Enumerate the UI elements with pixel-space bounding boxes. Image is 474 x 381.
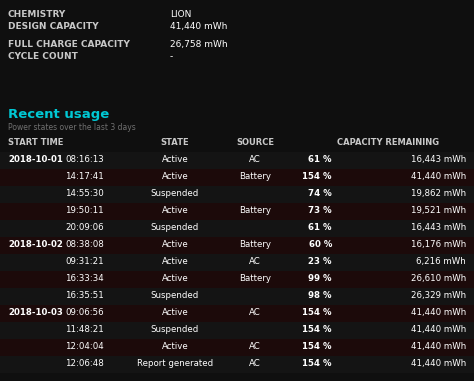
Text: 16,443 mWh: 16,443 mWh <box>411 223 466 232</box>
Text: 41,440 mWh: 41,440 mWh <box>411 325 466 334</box>
Text: 61 %: 61 % <box>309 155 332 164</box>
Text: 12:06:48: 12:06:48 <box>65 359 104 368</box>
Text: 26,610 mWh: 26,610 mWh <box>411 274 466 283</box>
Text: AC: AC <box>249 359 261 368</box>
Text: 98 %: 98 % <box>309 291 332 300</box>
Text: Active: Active <box>162 206 188 215</box>
Text: STATE: STATE <box>161 138 189 147</box>
Text: CHEMISTRY: CHEMISTRY <box>8 10 66 19</box>
Text: Battery: Battery <box>239 206 271 215</box>
Bar <box>0 203 474 220</box>
Text: 09:06:56: 09:06:56 <box>65 308 104 317</box>
Text: Active: Active <box>162 257 188 266</box>
Bar <box>0 186 474 203</box>
Text: 16,176 mWh: 16,176 mWh <box>411 240 466 249</box>
Text: 41,440 mWh: 41,440 mWh <box>411 308 466 317</box>
Text: 14:55:30: 14:55:30 <box>65 189 104 198</box>
Text: 16:35:51: 16:35:51 <box>65 291 104 300</box>
Text: Suspended: Suspended <box>151 291 199 300</box>
Text: 41,440 mWh: 41,440 mWh <box>411 172 466 181</box>
Text: START TIME: START TIME <box>8 138 64 147</box>
Text: 12:04:04: 12:04:04 <box>65 342 104 351</box>
Text: Battery: Battery <box>239 172 271 181</box>
Bar <box>0 152 474 169</box>
Text: Active: Active <box>162 274 188 283</box>
Text: -: - <box>170 52 173 61</box>
Text: 26,329 mWh: 26,329 mWh <box>411 291 466 300</box>
Text: DESIGN CAPACITY: DESIGN CAPACITY <box>8 22 99 31</box>
Text: Report generated: Report generated <box>137 359 213 368</box>
Text: 154 %: 154 % <box>302 342 332 351</box>
Bar <box>0 305 474 322</box>
Bar <box>0 288 474 305</box>
Text: 14:17:41: 14:17:41 <box>65 172 104 181</box>
Bar <box>0 254 474 271</box>
Text: AC: AC <box>249 308 261 317</box>
Bar <box>0 356 474 373</box>
Text: 26,758 mWh: 26,758 mWh <box>170 40 228 49</box>
Bar <box>0 220 474 237</box>
Text: AC: AC <box>249 257 261 266</box>
Text: 154 %: 154 % <box>302 172 332 181</box>
Text: 19,521 mWh: 19,521 mWh <box>411 206 466 215</box>
Text: Power states over the last 3 days: Power states over the last 3 days <box>8 123 136 132</box>
Bar <box>0 169 474 186</box>
Text: 74 %: 74 % <box>308 189 332 198</box>
Text: 20:09:06: 20:09:06 <box>65 223 104 232</box>
Text: Active: Active <box>162 308 188 317</box>
Text: AC: AC <box>249 155 261 164</box>
Text: 11:48:21: 11:48:21 <box>65 325 104 334</box>
Text: Battery: Battery <box>239 274 271 283</box>
Text: 2018-10-01: 2018-10-01 <box>8 155 63 164</box>
Text: 154 %: 154 % <box>302 325 332 334</box>
Text: 19,862 mWh: 19,862 mWh <box>411 189 466 198</box>
Text: 41,440 mWh: 41,440 mWh <box>411 359 466 368</box>
Text: LION: LION <box>170 10 191 19</box>
Text: AC: AC <box>249 342 261 351</box>
Text: 99 %: 99 % <box>309 274 332 283</box>
Text: 154 %: 154 % <box>302 308 332 317</box>
Text: Active: Active <box>162 172 188 181</box>
Text: 41,440 mWh: 41,440 mWh <box>170 22 228 31</box>
Text: 60 %: 60 % <box>309 240 332 249</box>
Bar <box>0 271 474 288</box>
Text: 16,443 mWh: 16,443 mWh <box>411 155 466 164</box>
Text: Recent usage: Recent usage <box>8 108 109 121</box>
Text: 23 %: 23 % <box>309 257 332 266</box>
Text: 73 %: 73 % <box>309 206 332 215</box>
Text: 2018-10-03: 2018-10-03 <box>8 308 63 317</box>
Text: Suspended: Suspended <box>151 325 199 334</box>
Text: CAPACITY REMAINING: CAPACITY REMAINING <box>337 138 439 147</box>
Text: Suspended: Suspended <box>151 223 199 232</box>
Text: 09:31:21: 09:31:21 <box>65 257 104 266</box>
Text: 154 %: 154 % <box>302 359 332 368</box>
Text: SOURCE: SOURCE <box>236 138 274 147</box>
Text: Battery: Battery <box>239 240 271 249</box>
Text: 16:33:34: 16:33:34 <box>65 274 104 283</box>
Text: 08:16:13: 08:16:13 <box>65 155 104 164</box>
Text: Active: Active <box>162 155 188 164</box>
Text: Active: Active <box>162 240 188 249</box>
Bar <box>0 339 474 356</box>
Text: 19:50:11: 19:50:11 <box>65 206 104 215</box>
Text: Active: Active <box>162 342 188 351</box>
Text: Suspended: Suspended <box>151 189 199 198</box>
Text: 61 %: 61 % <box>309 223 332 232</box>
Text: CYCLE COUNT: CYCLE COUNT <box>8 52 78 61</box>
Text: 6,216 mWh: 6,216 mWh <box>416 257 466 266</box>
Text: 2018-10-02: 2018-10-02 <box>8 240 63 249</box>
Bar <box>0 237 474 254</box>
Text: FULL CHARGE CAPACITY: FULL CHARGE CAPACITY <box>8 40 130 49</box>
Text: 41,440 mWh: 41,440 mWh <box>411 342 466 351</box>
Text: 08:38:08: 08:38:08 <box>65 240 104 249</box>
Bar <box>0 322 474 339</box>
